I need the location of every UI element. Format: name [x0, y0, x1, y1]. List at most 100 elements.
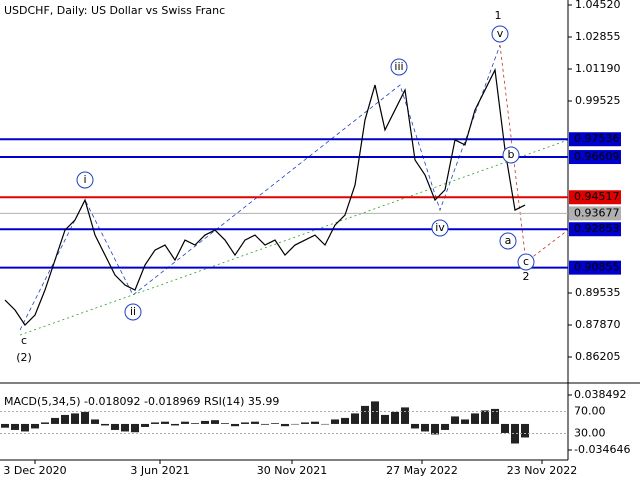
price-line — [4, 67, 526, 326]
macd-bar — [341, 417, 349, 424]
x-tick-label: 27 May 2022 — [386, 464, 458, 477]
macd-bar — [401, 407, 409, 424]
level-label-box — [569, 222, 621, 237]
y-tick-label: -0.034646 — [574, 443, 630, 456]
wave-label: a — [505, 234, 512, 247]
macd-bar — [251, 421, 259, 424]
macd-bar — [471, 413, 479, 424]
macd-bar — [161, 421, 169, 424]
chart-title: USDCHF, Daily: US Dollar vs Swiss Franc — [4, 4, 225, 17]
wave-circle — [431, 219, 449, 237]
level-label: 0.90855 — [574, 261, 620, 274]
macd-bar — [71, 413, 79, 424]
macd-bar — [331, 419, 339, 424]
level-label-box — [569, 132, 621, 147]
macd-bar — [111, 423, 119, 430]
macd-bar — [421, 423, 429, 432]
macd-bar — [301, 422, 309, 424]
macd-bar — [61, 414, 69, 424]
macd-bar — [21, 423, 29, 432]
macd-bar — [431, 423, 439, 435]
rsi-level-label: 70.00 — [574, 405, 606, 418]
indicator-title: MACD(5,34,5) -0.018092 -0.018969 RSI(14)… — [4, 395, 279, 408]
macd-bar — [281, 423, 289, 427]
y-tick-label: 0.86205 — [575, 350, 621, 363]
macd-bar — [91, 419, 99, 424]
macd-bar — [1, 423, 9, 428]
level-label: 0.93677 — [574, 206, 620, 219]
wave-label: 2 — [523, 270, 530, 283]
x-tick-label: 30 Nov 2021 — [257, 464, 327, 477]
macd-bar — [191, 423, 199, 424]
macd-bar — [381, 414, 389, 424]
macd-bar — [231, 423, 239, 427]
macd-bar — [121, 423, 129, 432]
macd-bar — [371, 401, 379, 424]
macd-bar — [481, 410, 489, 424]
macd-bar — [141, 423, 149, 427]
level-label: 0.97536 — [574, 132, 620, 145]
wave-label: c — [21, 334, 27, 347]
wave-label: (2) — [16, 351, 32, 364]
wave-circle — [502, 146, 520, 164]
x-tick-label: 23 Nov 2022 — [507, 464, 577, 477]
y-tick-label: 0.99525 — [575, 94, 621, 107]
y-tick-label: 0.89535 — [575, 286, 621, 299]
wave-label: 1 — [495, 9, 502, 22]
level-label-box — [569, 190, 621, 205]
level-label: 0.92853 — [574, 222, 620, 235]
macd-bar — [491, 408, 499, 424]
x-tick-label: 3 Dec 2020 — [3, 464, 66, 477]
level-label-box — [569, 150, 621, 165]
level-label-box — [569, 206, 621, 221]
macd-bar — [11, 423, 19, 430]
macd-bar — [41, 422, 49, 424]
macd-bar — [411, 423, 419, 429]
macd-bar — [351, 413, 359, 424]
wave-circle — [517, 253, 535, 271]
level-label-box — [569, 260, 621, 275]
wave-label: i — [83, 173, 86, 186]
macd-bar — [511, 423, 519, 444]
wave-label: iii — [394, 60, 403, 73]
macd-bar — [261, 423, 269, 425]
wave-circle — [124, 303, 142, 321]
wave-label: v — [497, 27, 504, 40]
macd-bar — [221, 423, 229, 424]
rsi-level-label: 30.00 — [574, 427, 606, 440]
macd-bar — [361, 405, 369, 424]
wave-circle — [76, 171, 94, 189]
macd-bar — [101, 423, 109, 426]
level-label: 0.94517 — [574, 190, 620, 203]
wave-circle — [390, 58, 408, 76]
macd-bar — [391, 411, 399, 424]
y-tick-label: 1.04520 — [575, 0, 621, 11]
macd-bar — [461, 419, 469, 424]
macd-bar — [151, 422, 159, 424]
wave-label: iv — [435, 221, 445, 234]
wave-label: b — [508, 148, 515, 161]
y-tick-label: 0.87870 — [575, 318, 621, 331]
trend-line — [19, 139, 569, 336]
macd-bar — [181, 421, 189, 424]
y-tick-label: 0.038492 — [574, 388, 627, 401]
macd-bar — [31, 423, 39, 429]
y-tick-label: 1.02855 — [575, 30, 621, 43]
macd-bar — [241, 422, 249, 424]
macd-bar — [451, 416, 459, 424]
macd-bar — [441, 423, 449, 430]
macd-bar — [321, 423, 329, 425]
macd-bar — [51, 417, 59, 424]
macd-bar — [171, 423, 179, 426]
macd-bar — [501, 423, 509, 433]
macd-bar — [211, 420, 219, 424]
macd-bar — [271, 423, 279, 424]
wave-circle — [499, 232, 517, 250]
y-tick-label: 1.01190 — [575, 62, 621, 75]
macd-bar — [201, 420, 209, 424]
macd-bar — [311, 421, 319, 424]
level-label: 0.96609 — [574, 150, 620, 163]
wave-label: c — [523, 255, 529, 268]
macd-bar — [131, 423, 139, 433]
